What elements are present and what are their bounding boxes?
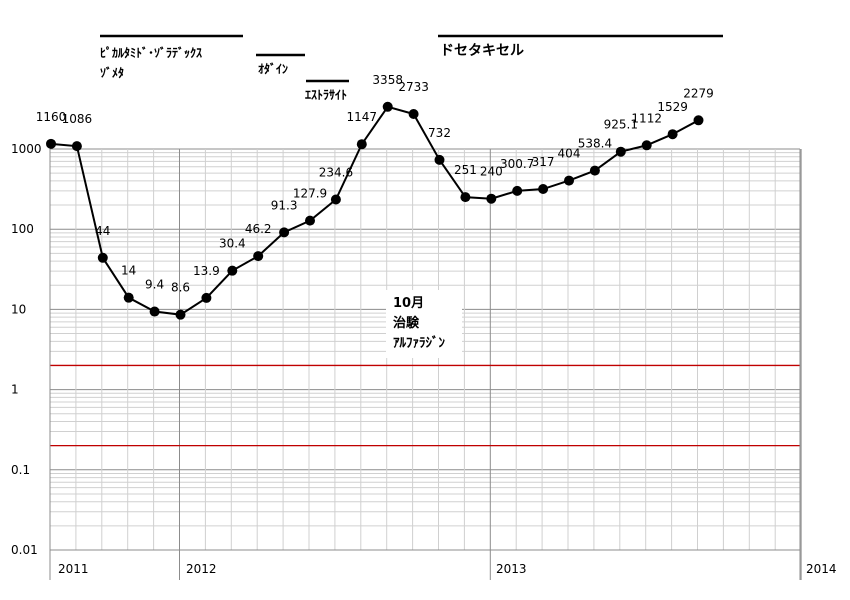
- y-tick-label: 0.01: [11, 543, 38, 557]
- data-label: 538.4: [578, 137, 612, 151]
- data-label: 30.4: [219, 237, 246, 251]
- data-point: [460, 192, 471, 203]
- data-point: [434, 154, 445, 165]
- annotation-drug1-line2: ｿﾞﾒﾀ: [100, 65, 124, 80]
- data-point: [408, 108, 419, 119]
- data-label: 44: [95, 224, 110, 238]
- data-label: 317: [532, 155, 555, 169]
- treatment-bars: [100, 34, 723, 83]
- data-point: [615, 146, 626, 157]
- data-label: 251: [454, 163, 477, 177]
- x-tick-labels: 2011 2012 2013 2014: [58, 562, 837, 576]
- data-label: 2279: [683, 86, 714, 100]
- data-label: 13.9: [193, 264, 220, 278]
- data-point: [564, 175, 574, 186]
- reference-lines: [50, 364, 800, 447]
- data-point: [641, 140, 652, 151]
- note-line3: ｱﾙﾌｧﾗｼﾞﾝ: [393, 335, 446, 351]
- x-tick-label: 2012: [186, 562, 217, 576]
- data-point: [227, 265, 238, 276]
- data-point: [175, 309, 186, 320]
- data-label: 732: [428, 126, 451, 140]
- data-point: [486, 193, 497, 204]
- data-label: 1086: [62, 112, 93, 126]
- data-label: 234.6: [319, 165, 353, 179]
- data-point: [253, 251, 264, 262]
- data-label: 240: [480, 165, 503, 179]
- annotation-drug1-line1: ﾋﾟｶﾙﾀﾐﾄﾞ･ｿﾞﾗﾃﾞｯｸｽ: [100, 45, 202, 60]
- y-tick-labels: 1000 100 10 1 0.1 0.01: [11, 142, 42, 557]
- annotation-drug4: ドセタキセル: [440, 43, 524, 59]
- y-tick-label: 10: [11, 302, 26, 316]
- axes: [49, 149, 801, 580]
- data-point: [382, 101, 393, 112]
- data-label: 1112: [631, 111, 662, 125]
- x-tick-label: 2011: [58, 562, 89, 576]
- x-tick-label: 2014: [806, 562, 837, 576]
- data-point: [71, 141, 82, 152]
- y-tick-label: 1: [11, 383, 19, 397]
- data-point: [589, 165, 600, 176]
- y-tick-label: 100: [11, 222, 34, 236]
- data-label: 46.2: [245, 222, 272, 236]
- data-label: 1529: [657, 100, 688, 114]
- data-point: [512, 185, 523, 196]
- data-point: [305, 215, 315, 226]
- data-label: 9.4: [145, 278, 164, 292]
- data-point: [46, 138, 56, 149]
- note-line2: 治験: [393, 315, 420, 331]
- data-point: [330, 194, 341, 205]
- data-point: [279, 227, 290, 238]
- data-point: [201, 292, 212, 303]
- x-tick-label: 2013: [496, 562, 527, 576]
- annotation-drug3: ｴｽﾄﾗｻｲﾄ: [305, 88, 347, 102]
- y-tick-label: 1000: [11, 142, 42, 156]
- note-box: [386, 290, 462, 358]
- data-label: 404: [558, 147, 581, 161]
- data-label: 2733: [398, 80, 429, 94]
- note-line1: 10月: [393, 296, 424, 311]
- data-point: [149, 306, 160, 317]
- data-point: [123, 292, 134, 303]
- data-label: 925.1: [604, 118, 638, 132]
- data-label: 1147: [347, 110, 378, 124]
- data-point: [667, 129, 678, 140]
- data-point: [693, 115, 704, 126]
- data-point: [97, 252, 108, 263]
- data-label: 14: [121, 264, 136, 278]
- data-label: 1160: [36, 110, 67, 124]
- data-point: [538, 184, 549, 195]
- data-label: 127.9: [293, 187, 327, 201]
- data-point: [356, 139, 367, 150]
- data-label: 3358: [372, 73, 403, 87]
- y-tick-label: 0.1: [11, 463, 30, 477]
- data-label: 8.6: [171, 281, 190, 295]
- series-psa: [46, 101, 704, 320]
- data-label: 300.7: [500, 157, 534, 171]
- annotation-drug2: ｵﾀﾞｲﾝ: [258, 61, 288, 76]
- grid-lines: [49, 148, 802, 580]
- data-label: 91.3: [271, 198, 298, 212]
